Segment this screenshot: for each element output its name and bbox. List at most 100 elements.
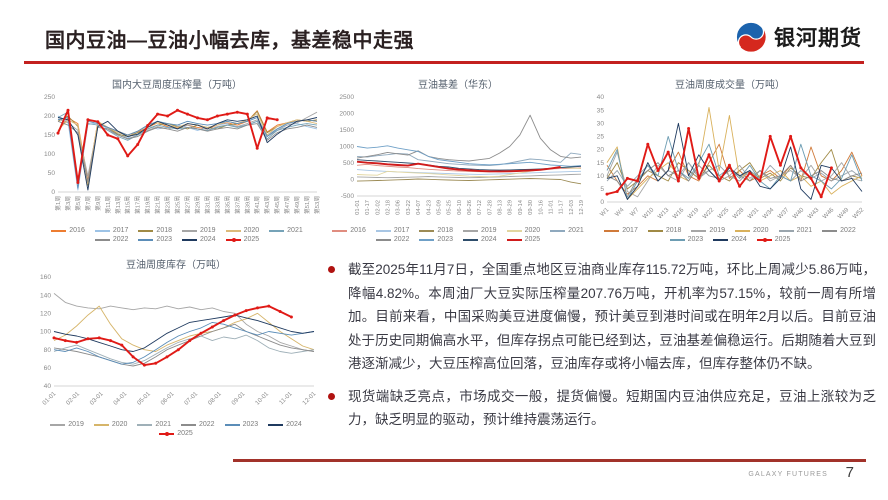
svg-text:第53周: 第53周 (313, 196, 321, 214)
legend-item: 2017 (375, 227, 409, 234)
svg-text:W4: W4 (614, 206, 626, 218)
svg-text:第3周: 第3周 (64, 196, 72, 211)
page-title: 国内豆油—豆油小幅去库，基差稳中走强 (45, 30, 414, 52)
svg-text:20: 20 (597, 147, 605, 154)
svg-text:120: 120 (40, 311, 51, 318)
legend-item: 2025 (506, 236, 540, 243)
svg-text:10-01: 10-01 (254, 390, 271, 407)
svg-text:04-01: 04-01 (112, 390, 129, 407)
svg-text:03-01: 03-01 (89, 390, 106, 407)
legend-item: 2021 (137, 421, 171, 428)
legend-item: 2022 (375, 236, 409, 243)
svg-text:10: 10 (597, 173, 605, 180)
svg-text:150: 150 (44, 132, 55, 139)
legend-item: 2023 (224, 421, 258, 428)
svg-text:10-16: 10-16 (538, 200, 544, 215)
svg-text:第5周: 第5周 (74, 196, 82, 211)
bullet-dot-icon (328, 392, 335, 400)
chart-title: 国内大豆周度压榨量（万吨） (112, 80, 242, 91)
legend-item: 2022 (181, 421, 215, 428)
analysis-notes: 截至2025年11月7日，全国重点地区豆油商业库存115.72万吨，环比上周减少… (322, 258, 876, 441)
chart-title: 豆油周度库存（万吨） (126, 260, 226, 271)
svg-text:第35周: 第35周 (223, 196, 231, 214)
svg-text:100: 100 (44, 151, 55, 158)
svg-text:第39周: 第39周 (243, 196, 251, 214)
svg-text:60: 60 (44, 365, 52, 372)
svg-text:2000: 2000 (339, 111, 354, 118)
svg-text:04-23: 04-23 (426, 200, 432, 215)
svg-text:W28: W28 (731, 206, 745, 220)
svg-text:50: 50 (48, 170, 56, 177)
chart-basis: 豆油基差（华东） -500 0 500 1000 1500 2000 2500 01-01 01… (330, 76, 586, 254)
svg-text:08-29: 08-29 (508, 200, 514, 215)
svg-text:08-13: 08-13 (498, 200, 504, 215)
svg-text:W37: W37 (776, 206, 790, 220)
svg-text:02-02: 02-02 (375, 200, 381, 215)
svg-text:W46: W46 (821, 206, 835, 220)
svg-text:0: 0 (600, 199, 604, 206)
header-divider (24, 61, 864, 64)
legend-item: 2025 (225, 236, 259, 243)
svg-text:35: 35 (597, 107, 605, 114)
page-number: 7 (845, 464, 854, 481)
svg-text:01-17: 01-17 (365, 200, 371, 215)
svg-text:12-01: 12-01 (301, 390, 318, 407)
chart-legend: 2016 2017 2018 2019 2020 2021 2022 2023 2024 2025 (330, 227, 586, 243)
bullet-item: 截至2025年11月7日，全国重点地区豆油商业库存115.72万吨，环比上周减少… (322, 258, 876, 376)
svg-text:5: 5 (600, 186, 604, 193)
svg-text:W31: W31 (746, 206, 760, 220)
legend-item: 2016 (332, 227, 366, 234)
svg-text:40: 40 (44, 383, 52, 390)
svg-text:160: 160 (40, 274, 51, 281)
bullet-dot-icon (328, 266, 335, 273)
svg-text:04-07: 04-07 (416, 200, 422, 215)
svg-text:第13周: 第13周 (114, 196, 122, 214)
chart-title: 豆油周度成交量（万吨） (675, 80, 785, 91)
svg-text:09-14: 09-14 (518, 199, 524, 215)
line-chart: -500 0 500 1000 1500 2000 2500 01-01 01-17 02-02 0… (339, 94, 585, 215)
svg-text:第29周: 第29周 (193, 196, 201, 214)
svg-text:0: 0 (51, 189, 55, 196)
svg-text:W22: W22 (701, 206, 715, 220)
legend-item: 2022 (822, 227, 856, 234)
legend-item: 2017 (604, 227, 638, 234)
legend-item: 2016 (51, 227, 85, 234)
svg-text:40: 40 (597, 94, 605, 101)
svg-text:W25: W25 (716, 206, 730, 220)
legend-item: 2018 (419, 227, 453, 234)
legend-item: 2019 (50, 421, 84, 428)
svg-text:第19周: 第19周 (144, 196, 152, 214)
svg-text:12-19: 12-19 (579, 200, 585, 215)
svg-text:06-01: 06-01 (159, 390, 176, 407)
legend-item: 2020 (735, 227, 769, 234)
legend-item: 2024 (463, 236, 497, 243)
legend-item: 2021 (269, 227, 303, 234)
svg-text:11-17: 11-17 (559, 200, 565, 214)
svg-text:05-01: 05-01 (136, 390, 153, 407)
svg-text:09-01: 09-01 (230, 390, 247, 407)
svg-text:第27周: 第27周 (184, 196, 192, 214)
svg-text:03-22: 03-22 (406, 200, 412, 215)
bullet-item: 现货端缺乏亮点，市场成交一般，提货偏慢。短期国内豆油供应充足，豆油上涨较为乏力，… (322, 385, 876, 432)
svg-text:第15周: 第15周 (124, 196, 132, 214)
svg-text:140: 140 (40, 292, 51, 299)
legend-item: 2023 (138, 236, 172, 243)
svg-text:80: 80 (44, 347, 52, 354)
chart-crush-volume: 国内大豆周度压榨量（万吨） 0 50 100 150 200 250 第1周 第3周 第5周 第7… (32, 76, 322, 254)
svg-text:07-28: 07-28 (487, 200, 493, 215)
chart-inventory: 豆油周度库存（万吨） 40 60 80 100 120 140 160 01-01 02-01 0… (30, 256, 322, 446)
svg-text:W1: W1 (599, 206, 611, 218)
svg-text:第17周: 第17周 (134, 196, 142, 214)
svg-text:第23周: 第23周 (164, 196, 172, 214)
svg-text:第25周: 第25周 (174, 196, 182, 214)
svg-text:1500: 1500 (339, 127, 354, 134)
legend-item: 2020 (225, 227, 259, 234)
svg-text:W19: W19 (686, 206, 700, 220)
legend-item: 2024 (713, 236, 747, 243)
svg-text:01-01: 01-01 (355, 200, 361, 215)
svg-text:250: 250 (44, 94, 55, 101)
legend-item: 2021 (550, 227, 584, 234)
svg-text:07-12: 07-12 (477, 200, 483, 215)
svg-text:W34: W34 (761, 206, 775, 220)
